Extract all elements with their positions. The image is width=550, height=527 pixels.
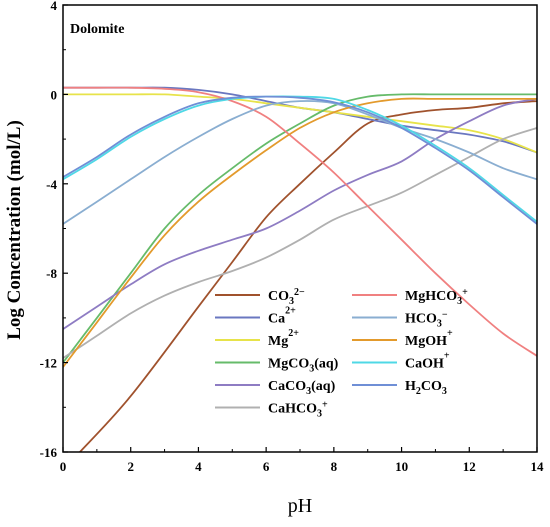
legend-label: CaHCO3+	[268, 400, 328, 420]
x-tick-label: 8	[331, 459, 338, 474]
series-line-8	[63, 97, 537, 368]
x-tick-label: 14	[531, 459, 545, 474]
x-tick-label: 4	[195, 459, 202, 474]
series-line-9	[63, 95, 537, 223]
series-line-4	[63, 98, 537, 330]
legend-label: Mg2+	[268, 328, 299, 349]
plot-area	[63, 86, 537, 452]
legend-label: H2CO3	[405, 379, 447, 397]
legend: CO32−Ca2+Mg2+ MgCO3(aq) CaCO3(aq) CaHCO3+ Mg…	[215, 287, 468, 420]
legend-entry: CO32−	[215, 287, 305, 307]
series-line-0	[79, 100, 537, 452]
y-tick-label: -4	[46, 177, 57, 192]
legend-label: CaOH+	[405, 351, 450, 372]
legend-entry: MgCO3(aq)	[215, 357, 339, 375]
y-tick-label: -8	[46, 266, 57, 281]
y-axis-title: Log Concentration (mol/L)	[4, 120, 25, 340]
x-tick-label: 12	[463, 459, 476, 474]
legend-entry: Ca2+	[215, 306, 296, 327]
legend-label: MgOH+	[405, 328, 453, 349]
y-tick-label: 4	[51, 0, 58, 13]
x-tick-label: 10	[395, 459, 408, 474]
legend-label: MgHCO3+	[405, 287, 468, 307]
legend-label: CO32−	[268, 287, 305, 307]
series-line-7	[63, 100, 537, 225]
x-tick-label: 0	[60, 459, 67, 474]
legend-label: HCO3−	[405, 310, 448, 330]
series-line-5	[63, 127, 537, 359]
legend-entry: CaCO3(aq)	[215, 379, 336, 397]
legend-label: Ca2+	[268, 306, 296, 327]
series-line-2	[63, 93, 537, 154]
x-tick-label: 2	[127, 459, 134, 474]
series-line-10	[63, 95, 537, 225]
x-tick-label: 6	[263, 459, 270, 474]
x-axis-title: pH	[288, 495, 312, 517]
legend-entry: Mg2+	[215, 328, 299, 349]
series-line-3	[63, 93, 537, 364]
y-tick-label: -12	[40, 356, 57, 371]
y-tick-label: 0	[51, 87, 58, 102]
legend-entry: CaOH+	[352, 351, 450, 372]
panel-label: Dolomite	[70, 22, 124, 37]
legend-entry: H2CO3	[352, 379, 447, 397]
legend-entry: MgHCO3+	[352, 287, 468, 307]
y-tick-label: -16	[40, 445, 58, 460]
legend-entry: HCO3−	[352, 310, 448, 330]
legend-entry: MgOH+	[352, 328, 453, 349]
axes: 0 2 4 6 8 10 12 14 -16 -12 -8 -4 0 4	[40, 0, 544, 474]
series-line-6	[63, 86, 537, 357]
legend-label: MgCO3(aq)	[268, 357, 339, 375]
legend-label: CaCO3(aq)	[268, 379, 336, 397]
legend-entry: CaHCO3+	[215, 400, 328, 420]
